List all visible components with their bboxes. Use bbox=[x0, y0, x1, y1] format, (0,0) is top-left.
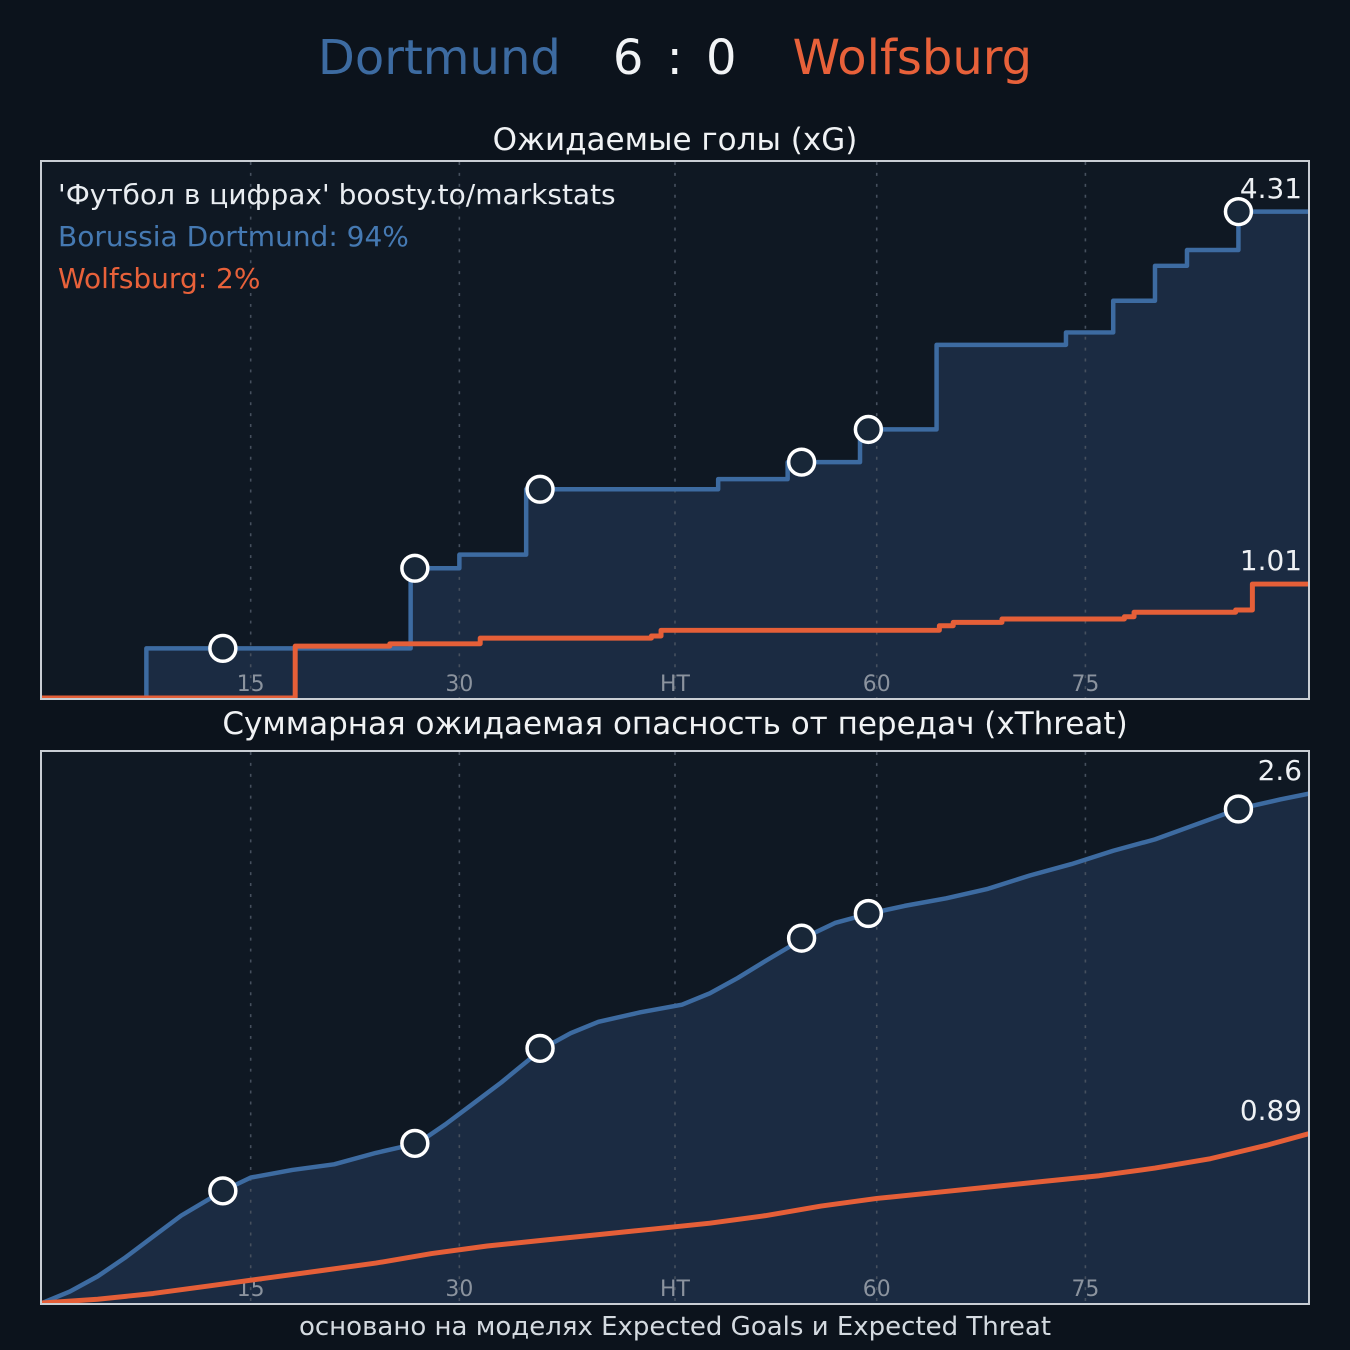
xg-chart-panel: 15 30 HT 60 75 4.31 1.01 'Футбол в цифрах' boo… bbox=[40, 160, 1310, 700]
xg-goal-marker-4 bbox=[786, 447, 817, 477]
xthreat-wolfsburg-line bbox=[42, 1131, 1308, 1303]
xthreat-tick-label-HT: HT bbox=[660, 1277, 691, 1302]
watermark-text: 'Футбол в цифрах' boosty.to/markstats bbox=[58, 178, 616, 211]
xthreat-chart-panel: 15 30 HT 60 75 2.6 0.89 bbox=[40, 750, 1310, 1305]
xthreat-goal-marker-6 bbox=[1223, 794, 1254, 824]
xthreat-tick-label-60: 60 bbox=[863, 1277, 891, 1302]
xg-goal-marker-1 bbox=[208, 633, 238, 663]
xg-wolfsburg-final-value: 1.01 bbox=[1240, 544, 1302, 577]
xg-chart-title: Ожидаемые голы (xG) bbox=[492, 122, 858, 158]
xg-goal-marker-3 bbox=[525, 474, 555, 504]
xthreat-chart: 15 30 HT 60 752.60.89 bbox=[42, 752, 1308, 1303]
away-team-name: Wolfsburg bbox=[792, 30, 1033, 86]
home-team-name: Dortmund bbox=[317, 30, 561, 86]
xg-tick-label-HT: HT bbox=[660, 672, 691, 697]
xthreat-goal-marker-5 bbox=[853, 898, 884, 929]
xg-tick-label-15: 15 bbox=[237, 672, 265, 697]
xthreat-wolfsburg-final-value: 0.89 bbox=[1240, 1094, 1302, 1127]
xg-dortmund-area bbox=[42, 211, 1308, 698]
xg-dortmund-final-value: 4.31 bbox=[1240, 172, 1302, 205]
xthreat-tick-label-75: 75 bbox=[1071, 1277, 1099, 1302]
match-header: Dortmund 6 : 0 Wolfsburg bbox=[0, 30, 1350, 86]
xthreat-goal-marker-1 bbox=[208, 1176, 238, 1206]
xg-annotations: 'Футбол в цифрах' boosty.to/markstats Bo… bbox=[58, 174, 616, 300]
xg-goal-marker-6 bbox=[1223, 197, 1254, 227]
home-win-probability: Borussia Dortmund: 94% bbox=[58, 220, 409, 253]
footer-note: основано на моделях Expected Goals и Exp… bbox=[298, 1312, 1052, 1342]
xthreat-tick-label-30: 30 bbox=[445, 1277, 473, 1302]
xg-dortmund-line bbox=[42, 209, 1308, 698]
xthreat-dortmund-final-value: 2.6 bbox=[1258, 754, 1302, 787]
xg-goal-marker-2 bbox=[400, 553, 430, 583]
xg-goal-marker-5 bbox=[853, 414, 884, 445]
xg-tick-label-60: 60 bbox=[863, 672, 891, 697]
xg-chart: 15 30 HT 60 75 4.31 1.01 bbox=[42, 162, 1308, 698]
xthreat-goal-marker-2 bbox=[400, 1128, 430, 1159]
xthreat-chart-title: Суммарная ожидаемая опасность от передач… bbox=[222, 706, 1128, 742]
xg-tick-label-75: 75 bbox=[1071, 672, 1099, 697]
xg-wolfsburg-line bbox=[42, 581, 1308, 698]
xg-tick-label-30: 30 bbox=[445, 672, 473, 697]
xthreat-goal-marker-3 bbox=[525, 1033, 555, 1064]
match-score: 6 : 0 bbox=[612, 30, 741, 86]
away-win-probability: Wolfsburg: 2% bbox=[58, 262, 261, 295]
xthreat-goal-marker-4 bbox=[786, 923, 817, 953]
